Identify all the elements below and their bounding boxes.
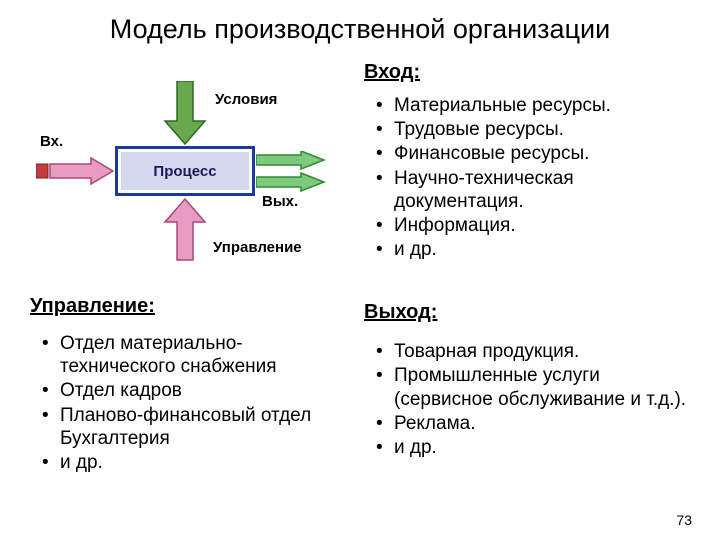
list-item: Промышленные услуги (сервисное обслужива…	[376, 364, 690, 410]
control-list: Отдел материально-технического снабжения…	[30, 332, 340, 474]
list-item: Финансовые ресурсы.	[376, 142, 690, 165]
page-title: Модель производственной организации	[30, 14, 690, 45]
output-heading: Выход:	[364, 301, 690, 324]
label-top: Условия	[215, 91, 277, 108]
content-area: Условия Вх. Процесс Вых. Управление	[30, 61, 690, 475]
list-item: Информация.	[376, 214, 690, 237]
page-number: 73	[676, 512, 692, 528]
arrow-bottom	[160, 197, 210, 262]
list-item: Трудовые ресурсы.	[376, 118, 690, 141]
list-item: и др.	[42, 451, 340, 474]
list-item: и др.	[376, 238, 690, 261]
list-item: Материальные ресурсы.	[376, 94, 690, 117]
label-left: Вх.	[40, 133, 63, 150]
list-item: Реклама.	[376, 412, 690, 435]
arrow-left	[36, 156, 114, 186]
left-column: Условия Вх. Процесс Вых. Управление	[30, 61, 340, 475]
list-item: Планово-финансовый отдел Бухгалтерия	[42, 404, 340, 450]
output-list: Товарная продукция. Промышленные услуги …	[364, 340, 690, 459]
label-right: Вых.	[262, 193, 298, 210]
list-item: Отдел кадров	[42, 379, 340, 402]
list-item: Научно-техническая документация.	[376, 167, 690, 213]
arrow-top	[160, 81, 210, 146]
process-diagram: Условия Вх. Процесс Вых. Управление	[30, 61, 330, 281]
process-box: Процесс	[115, 146, 255, 196]
label-bottom: Управление	[213, 239, 302, 256]
right-column: Вход: Материальные ресурсы. Трудовые рес…	[364, 61, 690, 475]
list-item: и др.	[376, 436, 690, 459]
list-item: Товарная продукция.	[376, 340, 690, 363]
input-list: Материальные ресурсы. Трудовые ресурсы. …	[364, 94, 690, 261]
process-box-label: Процесс	[153, 163, 216, 180]
arrow-right	[256, 151, 328, 193]
control-heading: Управление:	[30, 295, 340, 318]
input-heading: Вход:	[364, 61, 690, 84]
list-item: Отдел материально-технического снабжения	[42, 332, 340, 378]
